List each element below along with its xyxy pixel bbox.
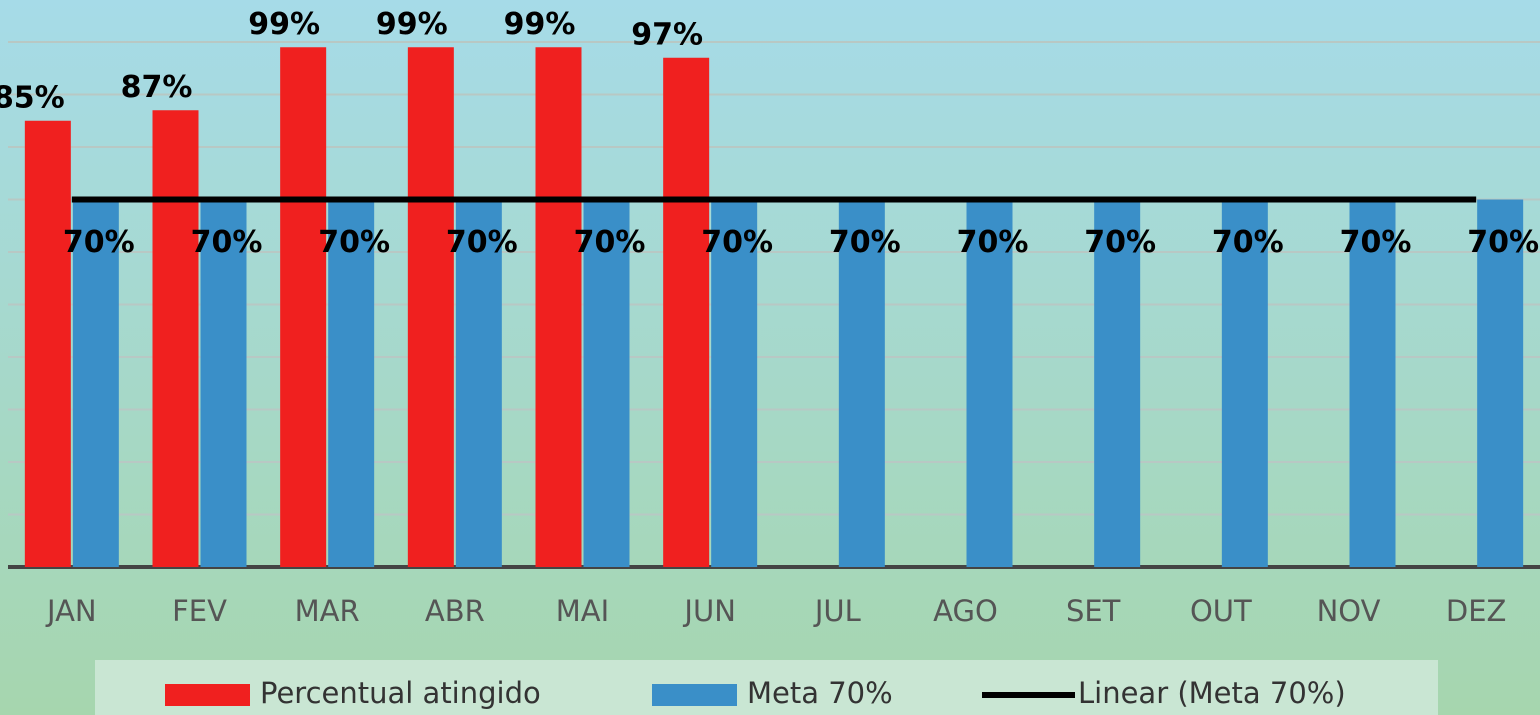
- data-label: 85%: [0, 80, 65, 115]
- x-tick-label: ABR: [425, 594, 485, 628]
- data-label: 87%: [121, 70, 193, 105]
- bar: [200, 199, 247, 567]
- x-tick-label: MAI: [556, 594, 609, 628]
- legend-swatch: [165, 684, 250, 706]
- legend: Percentual atingido Meta 70% Linear (Meta …: [165, 676, 1346, 710]
- data-label: 70%: [63, 225, 135, 260]
- bar: [407, 47, 454, 567]
- x-tick-label: OUT: [1190, 594, 1252, 628]
- bar: [328, 199, 375, 567]
- bar: [72, 199, 119, 567]
- bar: [24, 120, 71, 567]
- legend-box: [95, 660, 1438, 715]
- legend-swatch: [652, 684, 737, 706]
- bar: [1349, 199, 1396, 567]
- bar: [535, 47, 582, 567]
- data-label: 97%: [631, 17, 703, 52]
- legend-label: Meta 70%: [747, 676, 893, 710]
- data-label: 99%: [504, 7, 576, 42]
- legend-label: Linear (Meta 70%): [1078, 676, 1346, 710]
- data-label: 99%: [376, 7, 448, 42]
- x-tick-label: SET: [1066, 594, 1121, 628]
- bar: [966, 199, 1013, 567]
- x-tick-label: JUN: [682, 594, 735, 628]
- x-tick-label: FEV: [172, 594, 227, 628]
- data-label: 70%: [957, 225, 1029, 260]
- data-label: 70%: [191, 225, 263, 260]
- bar: [1221, 199, 1268, 567]
- bar: [455, 199, 502, 567]
- bar: [711, 199, 758, 567]
- data-label: 70%: [1212, 225, 1284, 260]
- bar: [152, 110, 199, 567]
- bar: [838, 199, 885, 567]
- x-tick-label: NOV: [1317, 594, 1381, 628]
- data-label: 70%: [829, 225, 901, 260]
- x-tick-label: JAN: [45, 594, 97, 628]
- data-label: 70%: [318, 225, 390, 260]
- data-label: 70%: [1467, 225, 1539, 260]
- legend-label: Percentual atingido: [260, 676, 541, 710]
- x-tick-label: JUL: [813, 594, 861, 628]
- data-label: 70%: [446, 225, 518, 260]
- x-tick-label: DEZ: [1446, 594, 1507, 628]
- data-label: 70%: [1340, 225, 1412, 260]
- data-label: 70%: [701, 225, 773, 260]
- data-label: 99%: [248, 7, 320, 42]
- data-label: 70%: [1084, 225, 1156, 260]
- bar: [1094, 199, 1141, 567]
- bar: [1477, 199, 1524, 567]
- bar: [280, 47, 327, 567]
- bar: [663, 57, 710, 567]
- data-label: 70%: [574, 225, 646, 260]
- x-tick-label: MAR: [295, 594, 360, 628]
- bar: [583, 199, 630, 567]
- x-tick-label: AGO: [933, 594, 998, 628]
- marks: JAN FEV MAR ABR MAI JUN JUL AGO SET OUT NOV DEZ 85% 8…: [0, 7, 1539, 628]
